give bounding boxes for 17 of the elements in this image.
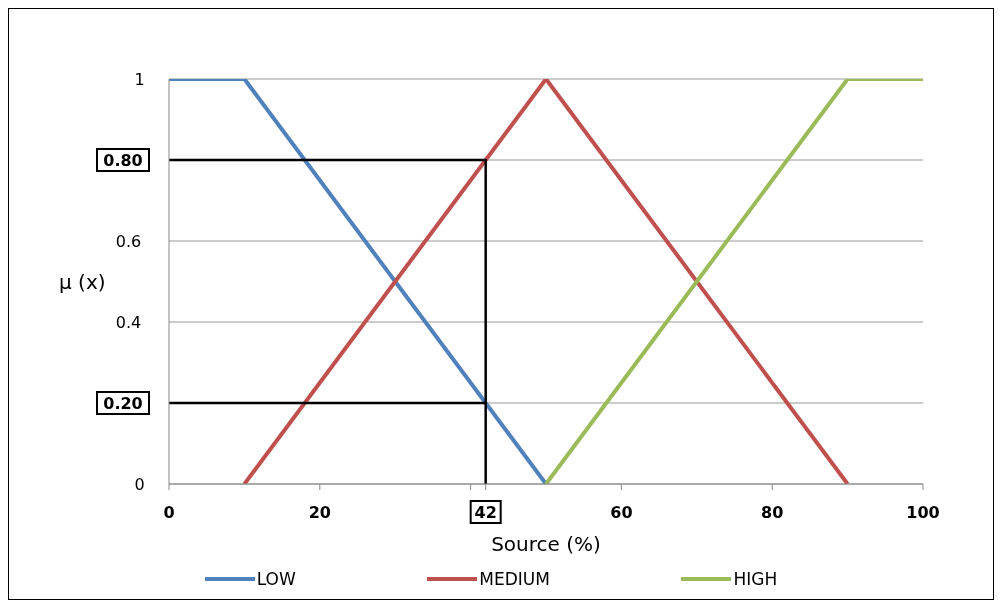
x-tick-label: 20 bbox=[308, 503, 331, 522]
y-tick-label: 0.6 bbox=[115, 232, 142, 251]
y-tick-label: 1 bbox=[134, 70, 145, 89]
legend-label: HIGH bbox=[733, 569, 778, 589]
x-tick-label: 80 bbox=[761, 503, 784, 522]
x-tick-label: 60 bbox=[610, 503, 633, 522]
y-axis-title: μ (x) bbox=[59, 269, 106, 294]
legend-label: MEDIUM bbox=[479, 569, 550, 589]
y-tick-label: 0.80 bbox=[103, 151, 143, 170]
x-tick-label: 0 bbox=[163, 503, 175, 522]
x-axis-title: Source (%) bbox=[491, 532, 601, 556]
y-tick-label: 0 bbox=[134, 475, 145, 494]
x-tick-label: 42 bbox=[474, 503, 497, 522]
legend-label: LOW bbox=[256, 569, 296, 589]
y-tick-label: 0.20 bbox=[103, 394, 143, 413]
x-tick-label: 100 bbox=[906, 503, 940, 522]
y-tick-label: 0.4 bbox=[115, 313, 142, 332]
